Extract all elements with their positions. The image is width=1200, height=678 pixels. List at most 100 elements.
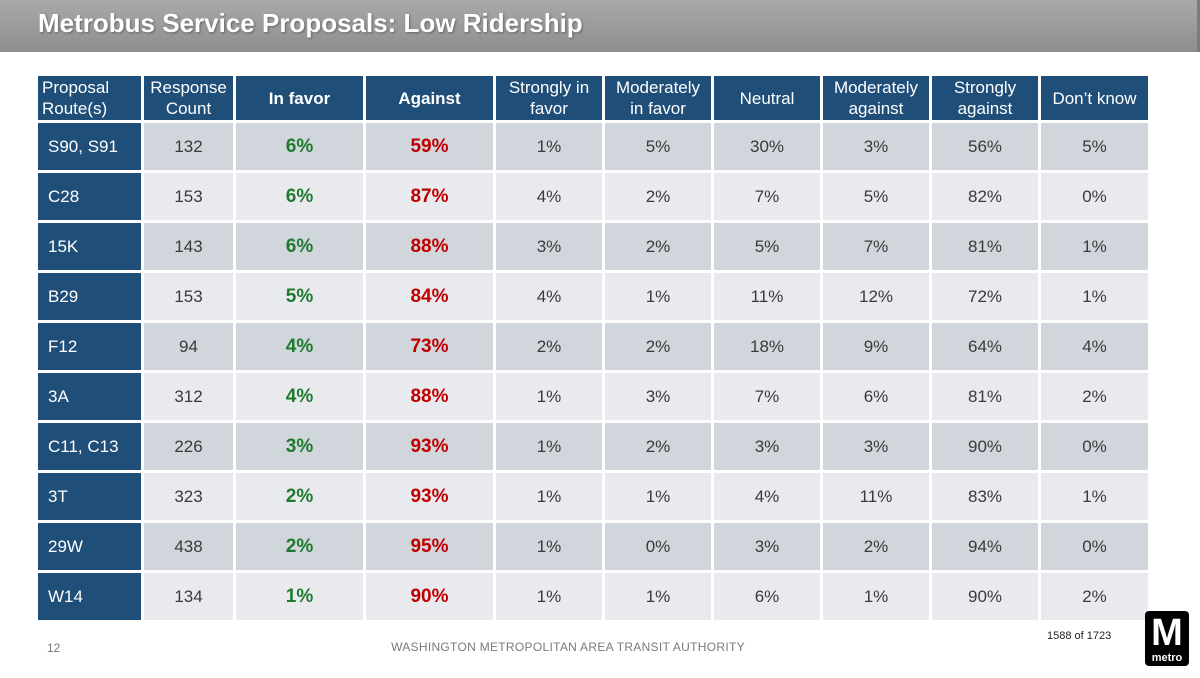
cell-strongly-against: 82% — [932, 173, 1038, 220]
cell-strongly-in-favor: 1% — [496, 523, 602, 570]
title-banner: Metrobus Service Proposals: Low Ridershi… — [0, 0, 1200, 52]
cell-against: 84% — [366, 273, 493, 320]
column-header-moderately-in-favor: Moderately in favor — [605, 76, 711, 120]
cell-moderately-in-favor: 3% — [605, 373, 711, 420]
cell-moderately-against: 12% — [823, 273, 929, 320]
table-row: 15K 143 6% 88% 3% 2% 5% 7% 81% 1% — [38, 223, 1148, 270]
cell-moderately-in-favor: 2% — [605, 173, 711, 220]
cell-strongly-against: 56% — [932, 123, 1038, 170]
cell-moderately-in-favor: 1% — [605, 273, 711, 320]
cell-response-count: 153 — [144, 273, 233, 320]
metro-logo-word: metro — [1151, 652, 1183, 664]
cell-strongly-against: 72% — [932, 273, 1038, 320]
cell-response-count: 323 — [144, 473, 233, 520]
cell-strongly-in-favor: 1% — [496, 123, 602, 170]
cell-in-favor: 6% — [236, 123, 363, 170]
table-body: S90, S91 132 6% 59% 1% 5% 30% 3% 56% 5% C28 153 6% 87… — [38, 123, 1148, 620]
cell-dont-know: 0% — [1041, 173, 1148, 220]
cell-strongly-in-favor: 4% — [496, 273, 602, 320]
cell-route: 3A — [38, 373, 141, 420]
cell-route: 3T — [38, 473, 141, 520]
table-row: 3T 323 2% 93% 1% 1% 4% 11% 83% 1% — [38, 473, 1148, 520]
cell-strongly-against: 90% — [932, 423, 1038, 470]
cell-strongly-in-favor: 1% — [496, 373, 602, 420]
cell-neutral: 30% — [714, 123, 820, 170]
cell-dont-know: 1% — [1041, 273, 1148, 320]
table-row: C11, C13 226 3% 93% 1% 2% 3% 3% 90% 0% — [38, 423, 1148, 470]
table-row: W14 134 1% 90% 1% 1% 6% 1% 90% 2% — [38, 573, 1148, 620]
cell-strongly-in-favor: 3% — [496, 223, 602, 270]
cell-moderately-in-favor: 2% — [605, 323, 711, 370]
cell-moderately-in-favor: 5% — [605, 123, 711, 170]
cell-in-favor: 4% — [236, 373, 363, 420]
cell-against: 95% — [366, 523, 493, 570]
table-row: F12 94 4% 73% 2% 2% 18% 9% 64% 4% — [38, 323, 1148, 370]
column-header-dont-know: Don’t know — [1041, 76, 1148, 120]
cell-against: 87% — [366, 173, 493, 220]
page-number: 12 — [47, 641, 61, 655]
cell-moderately-in-favor: 0% — [605, 523, 711, 570]
cell-dont-know: 1% — [1041, 223, 1148, 270]
column-header-neutral: Neutral — [714, 76, 820, 120]
table-row: C28 153 6% 87% 4% 2% 7% 5% 82% 0% — [38, 173, 1148, 220]
metro-logo-letter: M — [1151, 612, 1183, 654]
cell-dont-know: 1% — [1041, 473, 1148, 520]
cell-strongly-in-favor: 4% — [496, 173, 602, 220]
cell-in-favor: 6% — [236, 223, 363, 270]
cell-route: 29W — [38, 523, 141, 570]
cell-neutral: 4% — [714, 473, 820, 520]
column-header-response-count: Response Count — [144, 76, 233, 120]
cell-response-count: 153 — [144, 173, 233, 220]
cell-moderately-against: 3% — [823, 423, 929, 470]
cell-in-favor: 1% — [236, 573, 363, 620]
cell-in-favor: 5% — [236, 273, 363, 320]
column-header-route: Proposal Route(s) — [38, 76, 141, 120]
cell-in-favor: 4% — [236, 323, 363, 370]
cell-in-favor: 2% — [236, 523, 363, 570]
cell-against: 93% — [366, 473, 493, 520]
cell-neutral: 7% — [714, 373, 820, 420]
cell-moderately-against: 11% — [823, 473, 929, 520]
page-title: Metrobus Service Proposals: Low Ridershi… — [38, 8, 583, 38]
cell-dont-know: 2% — [1041, 373, 1148, 420]
cell-against: 88% — [366, 223, 493, 270]
cell-strongly-against: 90% — [932, 573, 1038, 620]
cell-response-count: 143 — [144, 223, 233, 270]
cell-response-count: 312 — [144, 373, 233, 420]
cell-strongly-in-favor: 1% — [496, 573, 602, 620]
cell-neutral: 3% — [714, 423, 820, 470]
cell-against: 90% — [366, 573, 493, 620]
cell-neutral: 11% — [714, 273, 820, 320]
column-header-strongly-in-favor: Strongly in favor — [496, 76, 602, 120]
survey-results-table: Proposal Route(s) Response Count In favo… — [35, 73, 1151, 623]
cell-strongly-in-favor: 2% — [496, 323, 602, 370]
cell-response-count: 226 — [144, 423, 233, 470]
cell-route: C28 — [38, 173, 141, 220]
cell-in-favor: 2% — [236, 473, 363, 520]
column-header-in-favor: In favor — [236, 76, 363, 120]
cell-moderately-in-favor: 1% — [605, 473, 711, 520]
cell-in-favor: 3% — [236, 423, 363, 470]
cell-moderately-against: 7% — [823, 223, 929, 270]
cell-route: S90, S91 — [38, 123, 141, 170]
cell-moderately-against: 6% — [823, 373, 929, 420]
cell-neutral: 6% — [714, 573, 820, 620]
cell-moderately-in-favor: 2% — [605, 223, 711, 270]
column-header-strongly-against: Strongly against — [932, 76, 1038, 120]
cell-dont-know: 0% — [1041, 523, 1148, 570]
table-row: 3A 312 4% 88% 1% 3% 7% 6% 81% 2% — [38, 373, 1148, 420]
cell-in-favor: 6% — [236, 173, 363, 220]
column-header-against: Against — [366, 76, 493, 120]
cell-route: B29 — [38, 273, 141, 320]
cell-strongly-against: 81% — [932, 223, 1038, 270]
cell-strongly-against: 83% — [932, 473, 1038, 520]
cell-strongly-against: 81% — [932, 373, 1038, 420]
cell-response-count: 438 — [144, 523, 233, 570]
cell-route: 15K — [38, 223, 141, 270]
cell-moderately-against: 2% — [823, 523, 929, 570]
cell-route: C11, C13 — [38, 423, 141, 470]
organization-name: WASHINGTON METROPOLITAN AREA TRANSIT AUT… — [391, 640, 745, 654]
cell-route: F12 — [38, 323, 141, 370]
cell-neutral: 18% — [714, 323, 820, 370]
table-row: B29 153 5% 84% 4% 1% 11% 12% 72% 1% — [38, 273, 1148, 320]
